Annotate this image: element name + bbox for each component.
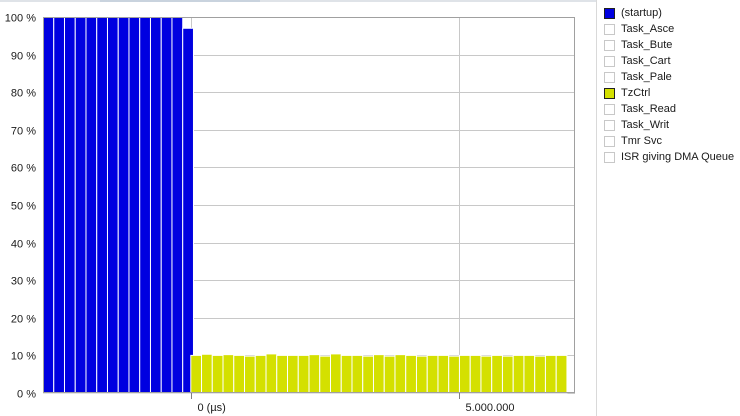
axes: [43, 17, 575, 399]
bar-tzctrl[interactable]: [491, 354, 503, 394]
bar-tzctrl[interactable]: [265, 353, 278, 394]
bar-tzctrl[interactable]: [190, 354, 203, 394]
x-tick-labels: 0 (µs) 5.000.000: [198, 402, 515, 414]
legend-label: Task_Asce: [621, 23, 675, 35]
bar-tzctrl[interactable]: [329, 353, 342, 394]
legend-swatch-icon[interactable]: [604, 71, 615, 83]
y-tick-label: 50 %: [11, 201, 36, 213]
bar-startup[interactable]: [63, 16, 76, 394]
bar-tzctrl[interactable]: [287, 354, 299, 394]
bar-startup[interactable]: [96, 16, 108, 394]
y-tick-label: 90 %: [11, 51, 36, 63]
bar-tzctrl[interactable]: [319, 355, 331, 394]
legend-label: (startup): [621, 7, 662, 19]
bar-tzctrl[interactable]: [405, 354, 417, 394]
window-top-border: [0, 0, 740, 2]
bar-tzctrl[interactable]: [383, 355, 396, 394]
bar-tzctrl[interactable]: [233, 354, 246, 394]
bar-tzctrl[interactable]: [448, 355, 460, 394]
legend-label: TzCtrl: [621, 87, 651, 99]
y-tick-label: 80 %: [11, 88, 36, 100]
legend-label: Tmr Svc: [621, 135, 662, 147]
legend-item[interactable]: Task_Asce: [604, 21, 674, 37]
y-tick-label: 20 %: [11, 314, 36, 326]
legend-label: Task_Cart: [621, 55, 671, 67]
y-tick-label: 60 %: [11, 163, 36, 175]
legend-item[interactable]: TzCtrl: [604, 85, 650, 101]
bar-tzctrl[interactable]: [394, 354, 407, 394]
bar-tzctrl[interactable]: [555, 354, 568, 394]
y-tick-label: 10 %: [11, 351, 36, 363]
legend-swatch-icon[interactable]: [604, 135, 615, 147]
y-tick-label: 40 %: [11, 239, 36, 251]
bar-startup[interactable]: [171, 16, 184, 394]
y-tick-label: 30 %: [11, 276, 36, 288]
legend-item[interactable]: Task_Pale: [604, 69, 672, 85]
bar-tzctrl[interactable]: [458, 354, 471, 394]
bar-tzctrl[interactable]: [308, 354, 321, 394]
stacked-bar-chart[interactable]: 0 % 10 % 20 % 30 % 40 % 50 % 60 % 70 % 80 % 90 % 1…: [0, 0, 596, 416]
bar-tzctrl[interactable]: [222, 354, 235, 394]
bar-startup[interactable]: [106, 16, 119, 394]
bar-tzctrl[interactable]: [351, 354, 364, 394]
bar-tzctrl[interactable]: [501, 355, 514, 394]
legend-item[interactable]: Task_Bute: [604, 37, 672, 53]
bar-tzctrl[interactable]: [534, 355, 546, 394]
bar-startup[interactable]: [53, 16, 65, 394]
bar-tzctrl[interactable]: [201, 353, 213, 394]
y-tick-label: 70 %: [11, 126, 36, 138]
legend-swatch-icon[interactable]: [604, 151, 615, 163]
bar-startup[interactable]: [160, 16, 173, 394]
bar-tzctrl[interactable]: [244, 355, 256, 394]
legend-label: Task_Writ: [621, 119, 670, 131]
bar-tzctrl[interactable]: [297, 354, 310, 394]
legend-swatch-icon[interactable]: [604, 87, 615, 99]
bar-tzctrl[interactable]: [512, 354, 525, 394]
legend-swatch-icon[interactable]: [604, 55, 615, 67]
legend-item[interactable]: Task_Read: [604, 101, 676, 117]
bar-startup[interactable]: [74, 16, 87, 394]
bar-startup[interactable]: [182, 27, 194, 394]
legend-swatch-icon[interactable]: [604, 119, 615, 131]
bar-tzctrl[interactable]: [211, 354, 224, 394]
bar-tzctrl[interactable]: [254, 354, 267, 394]
legend-item[interactable]: (startup): [604, 5, 662, 21]
y-tick-labels: 0 % 10 % 20 % 30 % 40 % 50 % 60 % 70 % 80 % 90 % 1…: [5, 13, 36, 401]
legend-label: Task_Read: [621, 103, 677, 115]
bar-startup[interactable]: [85, 16, 98, 394]
bar-tzctrl[interactable]: [372, 354, 385, 394]
bar-tzctrl[interactable]: [362, 355, 374, 394]
bar-startup[interactable]: [42, 16, 55, 394]
bar-tzctrl[interactable]: [469, 354, 482, 394]
bar-tzctrl[interactable]: [340, 354, 353, 394]
bar-tzctrl[interactable]: [276, 354, 289, 394]
bar-tzctrl[interactable]: [415, 355, 428, 394]
legend-item[interactable]: Tmr Svc: [604, 133, 662, 149]
y-tick-label: 0 %: [17, 389, 36, 401]
bar-startup[interactable]: [117, 16, 130, 394]
legend-label: Task_Bute: [621, 39, 673, 51]
bar-tzctrl[interactable]: [544, 354, 557, 394]
legend-swatch-icon[interactable]: [604, 23, 615, 35]
legend-item[interactable]: Task_Writ: [604, 117, 669, 133]
legend-item[interactable]: Task_Cart: [604, 53, 671, 69]
legend-label: Task_Pale: [621, 71, 672, 83]
x-tick-label: 5.000.000: [466, 402, 515, 414]
legend-swatch-icon[interactable]: [604, 7, 615, 19]
legend-swatch-icon[interactable]: [604, 103, 615, 115]
bar-startup[interactable]: [128, 16, 141, 394]
bar-startup[interactable]: [149, 16, 162, 394]
bar-tzctrl[interactable]: [437, 354, 450, 394]
x-tick-label: 0 (µs): [198, 402, 226, 414]
plot-frame: [43, 17, 575, 393]
bar-tzctrl[interactable]: [426, 354, 439, 394]
bar-startup[interactable]: [139, 16, 151, 394]
bar-tzctrl[interactable]: [480, 355, 493, 394]
bar-tzctrl[interactable]: [523, 354, 536, 394]
legend-panel: (startup) Task_Asce Task_Bute Task_Cart Task…: [596, 0, 740, 416]
legend-swatch-icon[interactable]: [604, 39, 615, 51]
legend-item[interactable]: ISR giving DMA Queue: [604, 149, 734, 165]
legend-label: ISR giving DMA Queue: [621, 151, 735, 163]
y-tick-label: 100 %: [5, 13, 36, 25]
